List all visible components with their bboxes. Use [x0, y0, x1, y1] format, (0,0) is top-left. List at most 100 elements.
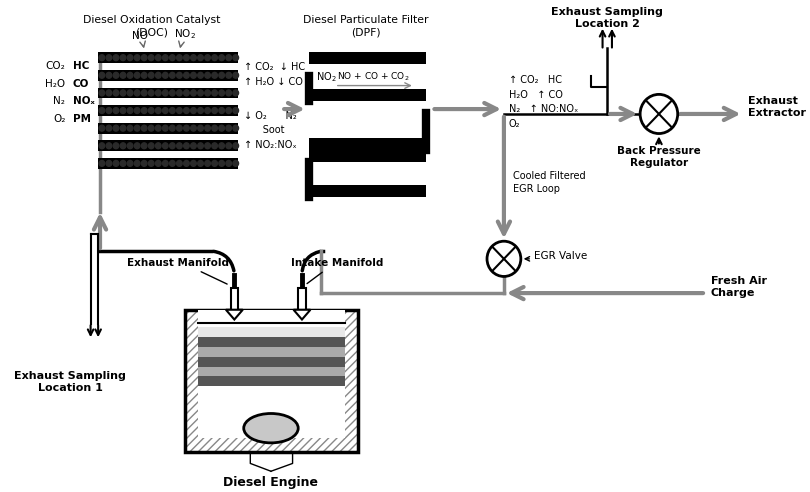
Circle shape	[233, 160, 239, 166]
Circle shape	[198, 143, 203, 149]
Circle shape	[113, 55, 119, 61]
Circle shape	[134, 72, 140, 78]
Circle shape	[184, 125, 190, 131]
Circle shape	[219, 72, 224, 78]
Circle shape	[233, 55, 239, 61]
Circle shape	[134, 90, 140, 96]
Circle shape	[156, 160, 161, 166]
Circle shape	[177, 108, 182, 114]
Circle shape	[198, 125, 203, 131]
Circle shape	[142, 160, 147, 166]
Text: ↑ CO₂  ↓ HC
↑ H₂O ↓ CO: ↑ CO₂ ↓ HC ↑ H₂O ↓ CO	[244, 62, 305, 87]
Text: NO$_2$: NO$_2$	[316, 70, 337, 84]
Circle shape	[169, 55, 175, 61]
Circle shape	[163, 90, 168, 96]
Text: Cooled Filtered
EGR Loop: Cooled Filtered EGR Loop	[514, 171, 586, 194]
Circle shape	[156, 90, 161, 96]
Circle shape	[113, 143, 119, 149]
Bar	[309, 185, 426, 197]
Circle shape	[134, 160, 140, 166]
Circle shape	[163, 55, 168, 61]
Circle shape	[205, 108, 211, 114]
Circle shape	[219, 143, 224, 149]
Circle shape	[99, 108, 104, 114]
Text: Diesel Oxidation Catalyst
(DOC): Diesel Oxidation Catalyst (DOC)	[83, 15, 220, 37]
Circle shape	[106, 143, 112, 149]
Circle shape	[169, 90, 175, 96]
Circle shape	[190, 90, 196, 96]
Bar	[98, 88, 238, 98]
Circle shape	[99, 90, 104, 96]
Circle shape	[198, 72, 203, 78]
Circle shape	[184, 143, 190, 149]
Circle shape	[190, 125, 196, 131]
Circle shape	[127, 90, 133, 96]
Bar	[231, 288, 238, 310]
Circle shape	[226, 125, 232, 131]
Bar	[309, 52, 426, 64]
Circle shape	[127, 125, 133, 131]
Circle shape	[177, 72, 182, 78]
Text: N₂: N₂	[53, 96, 66, 106]
Circle shape	[198, 108, 203, 114]
Circle shape	[156, 125, 161, 131]
Circle shape	[142, 90, 147, 96]
Circle shape	[226, 72, 232, 78]
Circle shape	[99, 160, 104, 166]
Circle shape	[169, 143, 175, 149]
Text: H₂O: H₂O	[45, 79, 66, 89]
Circle shape	[198, 160, 203, 166]
Circle shape	[169, 108, 175, 114]
Circle shape	[219, 90, 224, 96]
Circle shape	[120, 90, 126, 96]
Circle shape	[106, 72, 112, 78]
Circle shape	[233, 143, 239, 149]
Circle shape	[120, 72, 126, 78]
Bar	[198, 357, 345, 367]
Bar	[198, 327, 345, 337]
Circle shape	[120, 143, 126, 149]
Bar	[198, 323, 345, 416]
Text: Exhaust Sampling
Location 1: Exhaust Sampling Location 1	[14, 371, 126, 393]
Circle shape	[113, 72, 119, 78]
Circle shape	[99, 55, 104, 61]
Text: Exhaust Sampling
Location 2: Exhaust Sampling Location 2	[552, 7, 663, 29]
Bar	[309, 150, 426, 162]
Circle shape	[211, 55, 217, 61]
Text: Exhaust Manifold: Exhaust Manifold	[127, 258, 229, 268]
Circle shape	[163, 160, 168, 166]
Circle shape	[142, 143, 147, 149]
Circle shape	[177, 143, 182, 149]
Circle shape	[99, 72, 104, 78]
Circle shape	[156, 72, 161, 78]
Circle shape	[219, 160, 224, 166]
Circle shape	[148, 55, 154, 61]
Circle shape	[127, 72, 133, 78]
Circle shape	[233, 72, 239, 78]
Text: O₂: O₂	[53, 114, 66, 124]
Circle shape	[113, 160, 119, 166]
Circle shape	[163, 125, 168, 131]
Circle shape	[205, 160, 211, 166]
Circle shape	[211, 143, 217, 149]
Circle shape	[233, 90, 239, 96]
Text: Diesel Engine: Diesel Engine	[224, 476, 318, 489]
Circle shape	[120, 160, 126, 166]
Circle shape	[113, 125, 119, 131]
Bar	[309, 138, 426, 150]
Bar	[185, 310, 358, 452]
Circle shape	[233, 125, 239, 131]
Bar	[198, 416, 345, 438]
Circle shape	[148, 160, 154, 166]
Circle shape	[148, 125, 154, 131]
Bar	[98, 105, 238, 116]
Bar	[98, 158, 238, 169]
Text: HC: HC	[73, 61, 89, 71]
Circle shape	[219, 108, 224, 114]
Circle shape	[106, 90, 112, 96]
Bar	[98, 52, 238, 63]
Circle shape	[211, 125, 217, 131]
Polygon shape	[293, 310, 310, 319]
Circle shape	[99, 125, 104, 131]
Circle shape	[142, 55, 147, 61]
